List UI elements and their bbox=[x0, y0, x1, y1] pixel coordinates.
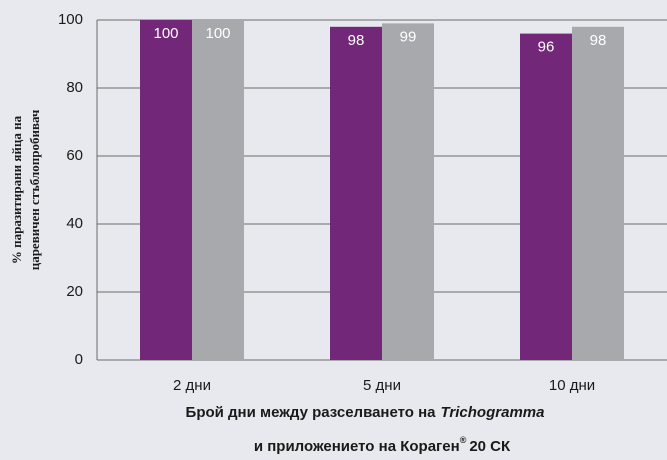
y-axis-label: % паразитирани яйца на bbox=[9, 115, 24, 264]
x-axis-label-part: Trichogramma bbox=[441, 404, 545, 421]
y-axis-label: царевичен стъблопробивач bbox=[27, 110, 42, 271]
value-label: 96 bbox=[538, 39, 555, 56]
y-tick-label: 60 bbox=[66, 147, 83, 164]
y-tick-label: 20 bbox=[66, 283, 83, 300]
x-axis-label: Брой дни между разселването на Trichogram… bbox=[186, 404, 545, 421]
value-label: 99 bbox=[400, 28, 417, 45]
y-tick-label: 40 bbox=[66, 215, 83, 232]
bar bbox=[140, 20, 192, 360]
x-tick-label: 5 дни bbox=[363, 377, 401, 394]
x-axis-label-part: ® bbox=[460, 435, 467, 445]
x-tick-label: 2 дни bbox=[173, 377, 211, 394]
bar bbox=[572, 26, 624, 361]
y-tick-label: 80 bbox=[66, 79, 83, 96]
bar bbox=[382, 23, 434, 361]
value-label: 98 bbox=[590, 32, 607, 49]
y-tick-label: 0 bbox=[75, 351, 83, 368]
bar bbox=[192, 20, 244, 360]
value-label: 100 bbox=[205, 25, 230, 42]
x-axis-label-part: 20 СК bbox=[469, 438, 511, 455]
x-tick-label: 10 дни bbox=[549, 377, 595, 394]
value-label: 100 bbox=[153, 25, 178, 42]
bar bbox=[330, 26, 382, 361]
bar bbox=[520, 33, 572, 360]
x-axis-label: и приложението на Кораген® 20 СК bbox=[254, 435, 511, 455]
y-tick-label: 100 bbox=[58, 11, 83, 28]
x-axis-label-part: Брой дни между разселването на bbox=[186, 404, 437, 421]
x-axis-label-part: и приложението на Кораген bbox=[254, 438, 460, 455]
value-label: 98 bbox=[348, 32, 365, 49]
